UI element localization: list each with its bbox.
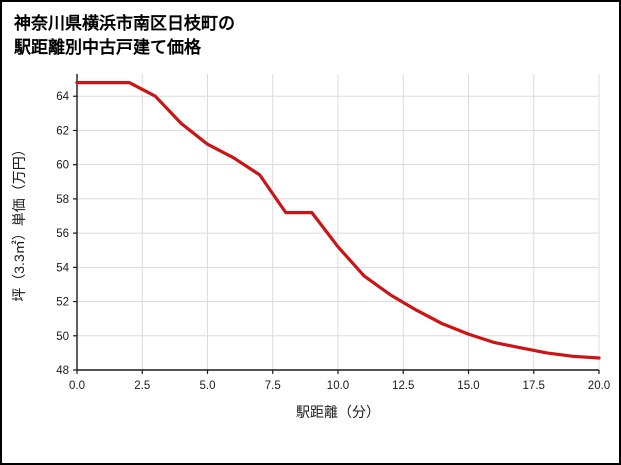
chart-title-line1: 神奈川県横浜市南区日枝町の [14,14,235,33]
y-tick-label: 50 [56,330,69,342]
price-line [75,80,601,360]
y-tick-label: 52 [56,296,69,308]
y-tick-label: 62 [56,125,69,137]
x-tick-label: 10.0 [327,380,349,392]
chart-svg: 0.0 2.5 5.0 7.5 10.0 12.5 15.0 17.5 20.0 48 50 52 54… [11,73,610,420]
chart-axes [73,73,600,374]
x-tick-label: 12.5 [392,380,414,392]
x-tick-label: 2.5 [134,380,150,392]
x-axis-label: 駅距離（分） [296,404,380,420]
x-tick-label: 7.5 [265,380,281,392]
x-tick-label: 15.0 [457,380,479,392]
chart-line-series [75,80,601,360]
y-tick-label: 56 [56,228,69,240]
x-tick-label: 17.5 [523,380,545,392]
x-tick-label: 20.0 [588,380,610,392]
y-tick-label: 48 [56,365,69,377]
chart-gridlines [76,73,600,371]
y-tick-label: 60 [56,159,69,171]
chart-title: 神奈川県横浜市南区日枝町の 駅距離別中古戸建て価格 [2,2,619,60]
y-tick-label: 64 [56,91,69,103]
y-axis-label: 坪（3.3㎡）単価（万円） [11,142,27,301]
x-tick-label: 5.0 [200,380,216,392]
y-tick-label: 58 [56,193,69,205]
chart-title-line2: 駅距離別中古戸建て価格 [14,37,201,57]
y-tick-label: 54 [56,262,69,274]
chart-labels: 0.0 2.5 5.0 7.5 10.0 12.5 15.0 17.5 20.0 48 50 52 54… [11,91,610,420]
x-tick-label: 0.0 [69,380,85,392]
